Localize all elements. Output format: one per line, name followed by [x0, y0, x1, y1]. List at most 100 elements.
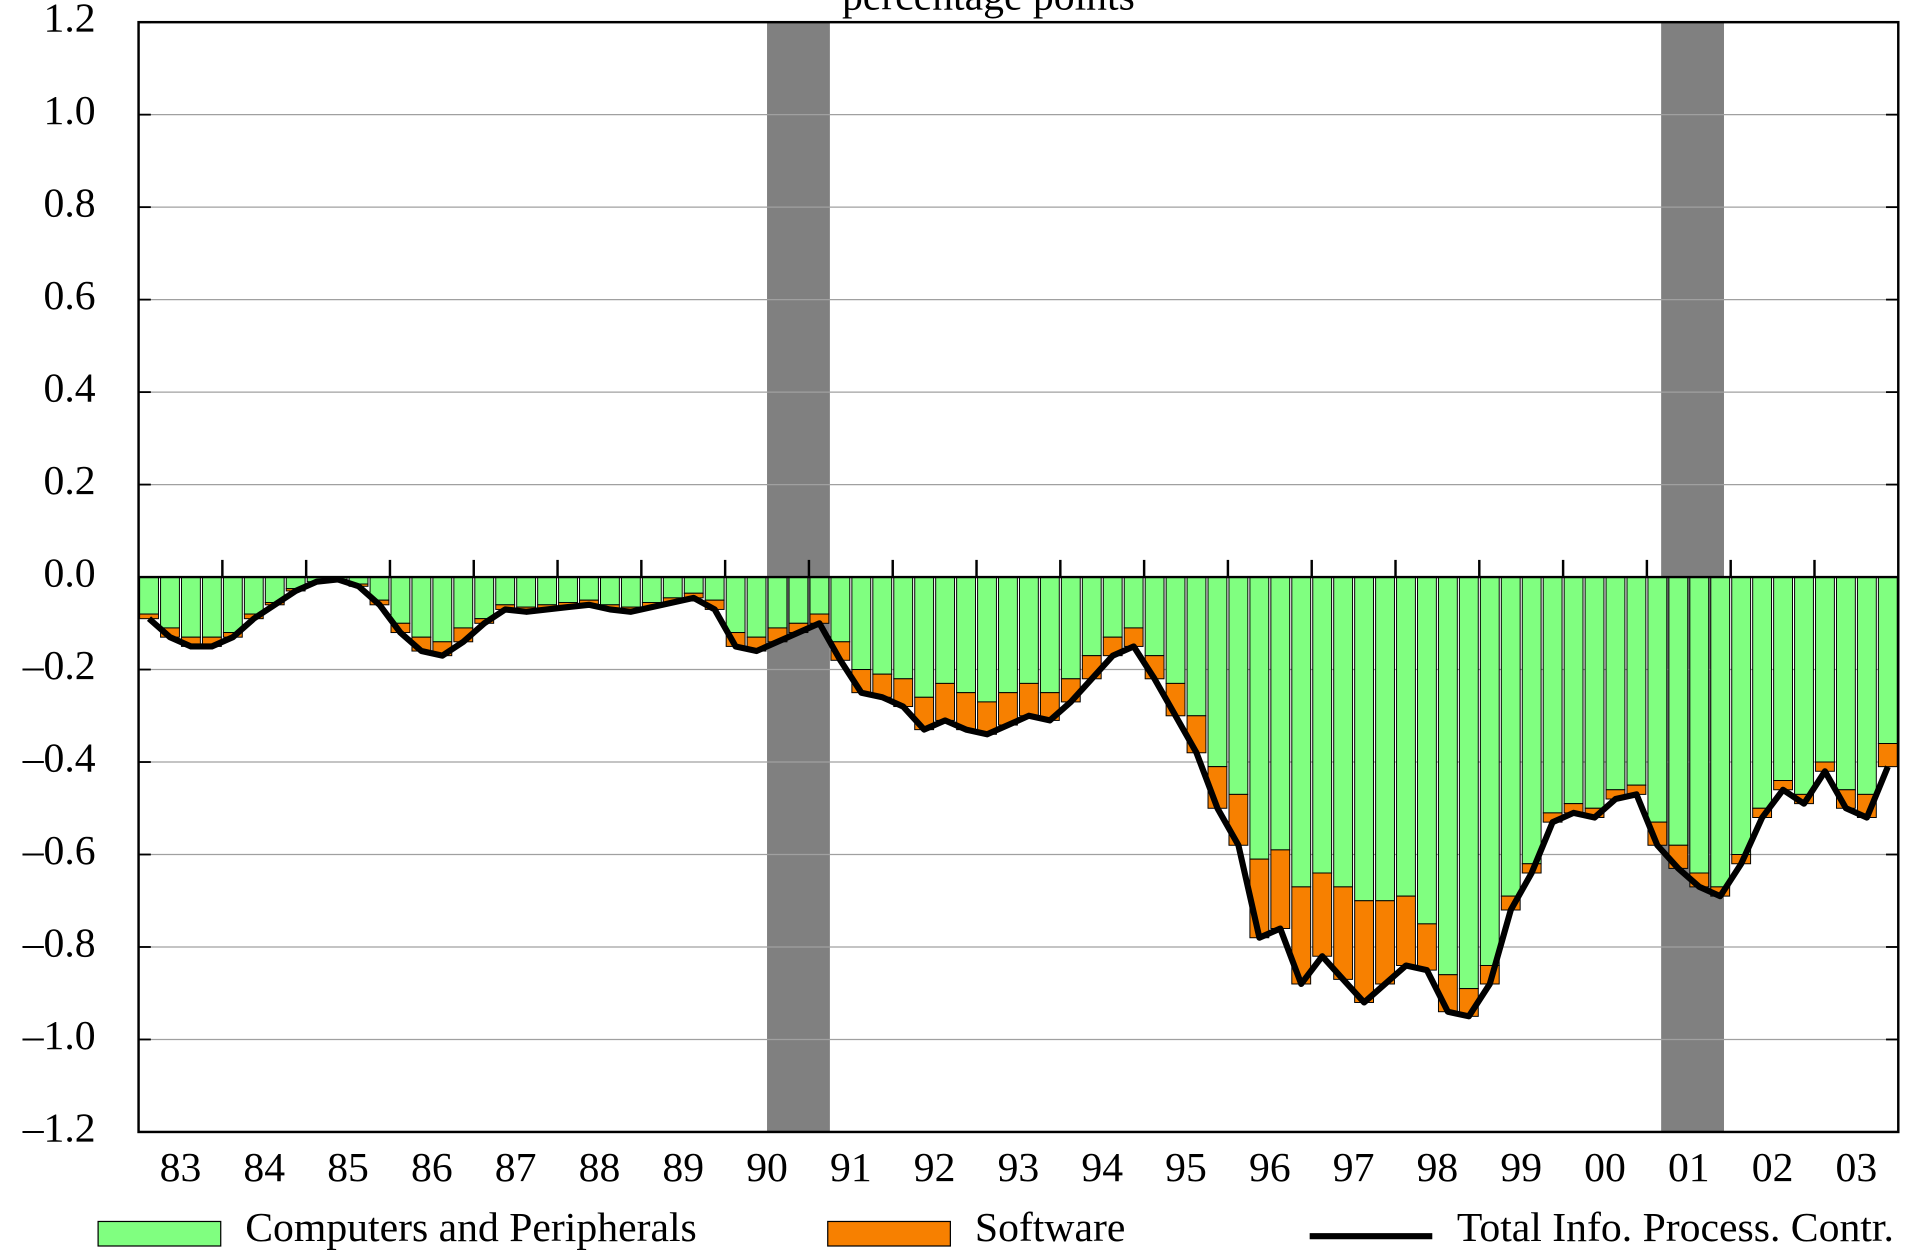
y-tick-label: 0.4 — [44, 366, 96, 412]
bar — [1731, 576, 1752, 855]
x-tick-label: 88 — [579, 1145, 621, 1191]
x-tick-label: 92 — [914, 1145, 956, 1191]
bar — [558, 576, 578, 603]
x-tick-label: 86 — [411, 1145, 453, 1191]
x-tick-label: 93 — [998, 1145, 1040, 1191]
bar — [516, 576, 537, 608]
y-tick-label: 0.8 — [44, 181, 96, 227]
y-tick-label: 1.2 — [44, 0, 96, 42]
bar — [1375, 576, 1395, 902]
bar — [1186, 576, 1207, 717]
bar — [579, 576, 599, 601]
bar — [1417, 576, 1437, 925]
y-tick-label: –1.2 — [22, 1106, 96, 1152]
bar — [1815, 576, 1835, 763]
plot-frame — [137, 20, 1900, 1134]
bar — [977, 576, 997, 703]
bar — [139, 613, 159, 620]
bar — [704, 576, 725, 601]
bar — [1396, 576, 1416, 897]
bar — [160, 576, 180, 629]
y-tick-label: –0.6 — [22, 828, 96, 874]
bar — [1249, 576, 1270, 860]
bar — [1333, 576, 1354, 888]
bar — [851, 576, 872, 671]
bar — [1689, 576, 1710, 874]
y-tick-label: 0.2 — [44, 458, 96, 504]
bar — [1312, 576, 1333, 874]
bar — [1668, 576, 1689, 846]
bar — [1647, 576, 1668, 823]
bar — [600, 576, 620, 606]
bar — [1018, 682, 1039, 717]
bar — [432, 576, 453, 643]
bar — [683, 576, 704, 594]
bar — [1081, 576, 1102, 657]
y-tick-label: 0.0 — [44, 551, 96, 597]
bar — [1835, 576, 1856, 791]
bar — [1396, 895, 1416, 966]
y-tick-label: 0.6 — [44, 273, 96, 319]
bar — [872, 576, 893, 675]
bar — [830, 576, 851, 643]
bar — [1794, 576, 1814, 795]
x-tick-label: 95 — [1165, 1145, 1207, 1191]
bar — [1437, 576, 1458, 976]
bar — [1060, 576, 1081, 680]
bar — [1123, 576, 1144, 629]
bar — [620, 576, 641, 608]
bar — [935, 576, 956, 684]
bar — [1605, 576, 1626, 791]
bar — [1333, 886, 1354, 980]
bar — [139, 576, 159, 615]
y-tick-label: –0.8 — [22, 921, 96, 967]
bar — [746, 576, 767, 638]
bar — [893, 576, 914, 680]
bar — [1752, 576, 1773, 809]
x-tick-label: 96 — [1249, 1145, 1291, 1191]
x-tick-label: 94 — [1081, 1145, 1123, 1191]
bar — [914, 576, 935, 698]
bar — [1563, 576, 1584, 805]
bar — [1270, 849, 1291, 929]
bar — [662, 576, 683, 599]
bar — [1102, 576, 1123, 638]
bar — [1710, 576, 1731, 888]
x-tick-label: 85 — [327, 1145, 369, 1191]
x-tick-label: 91 — [830, 1145, 872, 1191]
x-tick-label: 02 — [1752, 1145, 1794, 1191]
bar — [1773, 576, 1793, 782]
bar — [1207, 576, 1228, 768]
bar — [788, 576, 809, 624]
bar — [1584, 576, 1605, 809]
x-tick-label: 00 — [1584, 1145, 1626, 1191]
bar — [1144, 576, 1165, 657]
bar — [474, 576, 495, 620]
bar — [998, 576, 1018, 694]
y-tick-label: –1.0 — [22, 1013, 96, 1059]
x-tick-label: 03 — [1836, 1145, 1878, 1191]
bar — [956, 576, 976, 694]
y-tick-label: –0.2 — [22, 643, 96, 689]
bar — [243, 576, 264, 615]
bar — [1291, 576, 1312, 888]
bar — [1626, 576, 1647, 786]
bar — [390, 576, 411, 624]
bar — [537, 576, 557, 606]
bar — [1165, 576, 1186, 684]
bar — [1877, 576, 1898, 745]
x-tick-label: 84 — [243, 1145, 285, 1191]
legend-swatch — [827, 1220, 951, 1247]
bar — [1375, 900, 1395, 985]
bar — [1354, 576, 1375, 902]
bar — [411, 576, 432, 638]
bar — [935, 682, 956, 721]
legend-swatch — [97, 1220, 222, 1247]
legend-label: Software — [975, 1205, 1126, 1251]
y-tick-label: –0.4 — [22, 736, 96, 782]
bar — [1228, 576, 1249, 795]
x-tick-label: 99 — [1500, 1145, 1542, 1191]
bar — [1521, 576, 1542, 865]
bar — [1312, 872, 1333, 957]
